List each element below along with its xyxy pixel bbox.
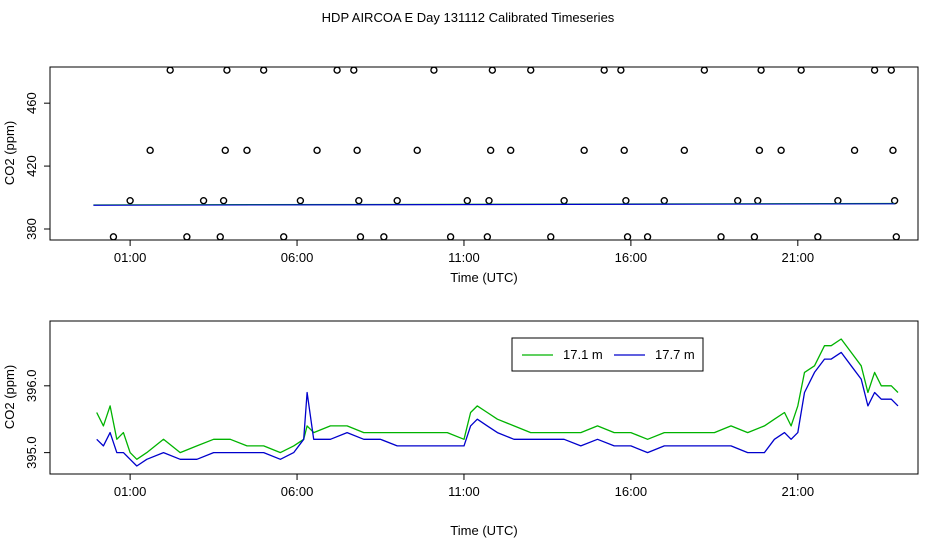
scatter-point-24 <box>446 233 455 241</box>
y-axis-label-top: CO2 (ppm) <box>2 121 17 185</box>
scatter-point-29 <box>488 66 497 74</box>
x-axis-label-top: Time (UTC) <box>450 270 517 285</box>
scatter-point-40 <box>643 233 652 241</box>
scatter-point-7 <box>219 196 228 205</box>
scatter-point-10 <box>243 146 251 155</box>
series-line-top-2 <box>93 203 895 206</box>
series-line-17-7-m <box>96 351 899 467</box>
scatter-point-23 <box>430 66 438 74</box>
scatter-point-50 <box>777 146 785 155</box>
scatter-point-38 <box>622 196 630 205</box>
y-tick-label-top-2: 460 <box>24 92 39 114</box>
scatter-point-16 <box>350 66 358 74</box>
scatter-point-11 <box>259 66 268 74</box>
scatter-point-44 <box>717 233 725 241</box>
scatter-point-14 <box>313 146 321 155</box>
x-axis-bottom: 01:00 06:00 11:00 16:00 21:00 <box>114 474 814 499</box>
scatter-point-4 <box>183 233 191 241</box>
scatter-point-52 <box>814 233 822 241</box>
chart-title: HDP AIRCOA E Day 131112 Calibrated Times… <box>322 10 615 25</box>
scatter-point-55 <box>870 66 879 74</box>
scatter-point-34 <box>580 146 588 155</box>
y-axis-bottom: 395.0 396.0 <box>24 370 50 469</box>
scatter-point-45 <box>734 196 742 205</box>
scatter-point-51 <box>797 66 805 74</box>
x-tick-label-bottom-3: 16:00 <box>615 484 648 499</box>
scatter-point-36 <box>617 66 625 74</box>
scatter-point-47 <box>754 196 762 205</box>
scatter-point-33 <box>560 196 568 205</box>
scatter-point-37 <box>620 146 628 155</box>
scatter-point-28 <box>486 146 495 155</box>
scatter-point-19 <box>356 233 365 241</box>
scatter-point-0 <box>109 233 118 241</box>
x-tick-label-bottom-0: 01:00 <box>114 484 147 499</box>
scatter-point-43 <box>700 66 709 74</box>
scatter-point-8 <box>221 146 229 155</box>
scatter-point-56 <box>887 66 895 74</box>
x-tick-label-bottom-4: 21:00 <box>782 484 815 499</box>
scatter-point-30 <box>507 146 515 155</box>
plot-frame-bottom <box>49 320 919 475</box>
x-tick-label-top-4: 21:00 <box>782 250 815 265</box>
scatter-point-22 <box>413 146 421 155</box>
scatter-point-41 <box>660 196 668 205</box>
scatter-point-26 <box>483 233 492 241</box>
scatter-point-27 <box>485 196 493 205</box>
scatter-marks <box>93 66 900 241</box>
y-tick-label-bottom-1: 396.0 <box>24 370 39 403</box>
scatter-point-9 <box>223 66 231 74</box>
x-axis-top: 01:00 06:00 11:00 16:00 21:00 <box>114 240 814 265</box>
scatter-point-39 <box>623 233 632 241</box>
y-axis-label-bottom: CO2 (ppm) <box>2 365 17 429</box>
line-marks <box>96 338 899 467</box>
x-tick-label-top-1: 06:00 <box>281 250 314 265</box>
scatter-point-58 <box>890 196 899 205</box>
scatter-point-57 <box>889 146 897 155</box>
scatter-point-17 <box>353 146 361 155</box>
scatter-point-49 <box>757 66 765 74</box>
line-panel: 01:00 06:00 11:00 16:00 21:00 395.0 396.0 Tim… <box>2 320 919 538</box>
scatter-point-15 <box>333 66 341 74</box>
scatter-point-31 <box>527 66 535 74</box>
scatter-point-1 <box>126 196 134 205</box>
y-tick-label-top-0: 380 <box>24 218 39 240</box>
scatter-point-6 <box>216 233 224 241</box>
scatter-point-2 <box>146 146 154 155</box>
series-line-17-1-m <box>96 338 899 460</box>
scatter-point-13 <box>296 196 305 205</box>
legend: 17.1 m 17.7 m <box>511 337 704 372</box>
x-tick-label-top-3: 16:00 <box>615 250 648 265</box>
scatter-point-59 <box>892 233 900 241</box>
legend-label-17-7m: 17.7 m <box>655 347 695 362</box>
y-tick-label-bottom-0: 395.0 <box>24 436 39 469</box>
scatter-point-18 <box>355 196 363 205</box>
scatter-point-32 <box>547 233 555 241</box>
scatter-point-54 <box>850 146 859 155</box>
scatter-point-25 <box>463 196 472 205</box>
scatter-point-5 <box>199 196 208 205</box>
x-tick-label-bottom-2: 11:00 <box>448 484 480 499</box>
scatter-point-48 <box>755 146 764 155</box>
scatter-point-35 <box>600 66 608 74</box>
x-tick-label-top-0: 01:00 <box>114 250 147 265</box>
x-tick-label-bottom-1: 06:00 <box>281 484 314 499</box>
scatter-point-21 <box>393 196 401 205</box>
plot-frame-top <box>49 66 919 241</box>
scatter-point-20 <box>380 233 388 241</box>
x-tick-label-top-2: 11:00 <box>448 250 480 265</box>
scatter-point-46 <box>750 233 759 241</box>
x-axis-label-bottom: Time (UTC) <box>450 523 517 538</box>
scatter-point-12 <box>279 233 288 241</box>
legend-label-17-1m: 17.1 m <box>563 347 603 362</box>
y-axis-top: 380 420 460 <box>24 92 50 240</box>
scatter-point-3 <box>166 66 174 74</box>
scatter-panel: 01:00 06:00 11:00 16:00 21:00 380 420 460 Time… <box>2 66 919 285</box>
scatter-point-53 <box>834 196 842 205</box>
scatter-point-42 <box>680 146 689 155</box>
y-tick-label-top-1: 420 <box>24 155 39 177</box>
